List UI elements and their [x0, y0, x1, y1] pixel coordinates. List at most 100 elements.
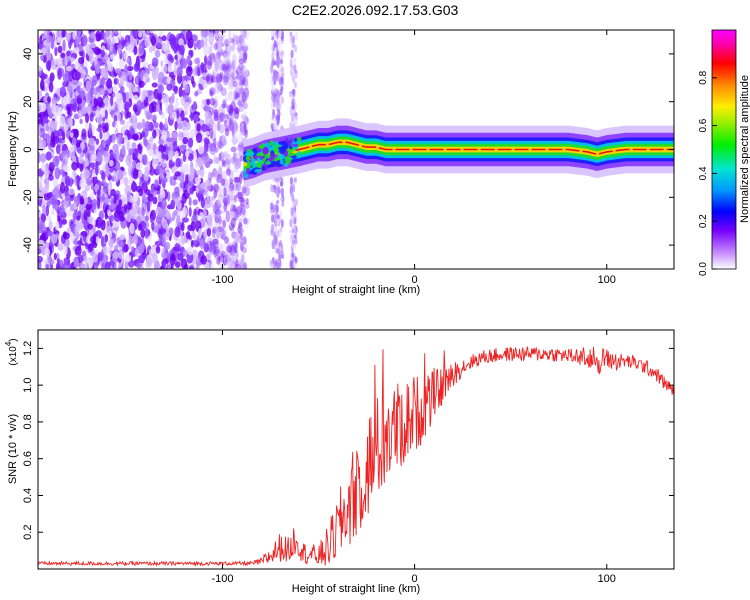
- noise-blob: [210, 149, 216, 156]
- noise-blob: [49, 120, 57, 129]
- noise-blob: [213, 156, 219, 165]
- noise-blob: [236, 35, 242, 47]
- noise-blob: [224, 236, 230, 244]
- noise-blob: [44, 82, 49, 93]
- noise-blob: [118, 30, 122, 41]
- noise-blob: [217, 33, 222, 45]
- noise-blob: [196, 156, 204, 168]
- noise-blob: [221, 170, 227, 182]
- noise-blob: [188, 153, 194, 162]
- noise-blob: [222, 64, 228, 73]
- noise-blob: [160, 186, 164, 196]
- noise-blob: [223, 39, 230, 47]
- noise-blob: [42, 204, 46, 215]
- streak-blob: [290, 260, 293, 269]
- noise-blob: [117, 169, 124, 181]
- noise-blob: [238, 150, 244, 157]
- noise-blob: [221, 215, 226, 227]
- noise-blob: [161, 234, 166, 246]
- noise-blob: [240, 197, 245, 207]
- noise-blob: [63, 257, 71, 266]
- noise-blob: [223, 150, 228, 161]
- noise-blob: [118, 251, 123, 260]
- noise-blob: [93, 56, 98, 66]
- noise-blob: [217, 226, 224, 233]
- noise-blob: [212, 228, 216, 239]
- noise-blob: [175, 261, 181, 269]
- noise-blob: [69, 262, 74, 269]
- noise-blob: [207, 220, 213, 229]
- y-tick-label: 40: [22, 48, 34, 60]
- noise-blob: [227, 79, 232, 90]
- noise-blob: [44, 117, 49, 124]
- noise-blob: [95, 30, 102, 42]
- noise-blob: [72, 137, 77, 146]
- noise-blob: [220, 34, 225, 40]
- streak-blob: [293, 57, 297, 64]
- noise-blob: [149, 102, 155, 114]
- noise-blob: [156, 42, 161, 49]
- noise-blob: [210, 122, 217, 133]
- noise-blob: [59, 259, 64, 267]
- noise-blob: [118, 199, 123, 206]
- noise-blob: [118, 210, 124, 219]
- noise-blob: [237, 98, 245, 108]
- noise-blob: [90, 235, 97, 244]
- noise-blob: [217, 42, 222, 51]
- noise-blob: [241, 113, 246, 120]
- noise-blob: [61, 131, 66, 141]
- noise-blob: [120, 86, 125, 93]
- noise-blob: [141, 118, 146, 130]
- noise-blob: [217, 105, 223, 116]
- noise-blob: [40, 212, 47, 223]
- noise-blob: [56, 258, 61, 264]
- noise-blob: [144, 166, 149, 173]
- noise-blob: [222, 97, 227, 104]
- noise-blob: [145, 259, 153, 267]
- noise-blob: [232, 136, 236, 146]
- streak-blob: [277, 56, 281, 62]
- streak-blob: [293, 177, 297, 183]
- snr-x-label: Height of straight line (km): [292, 583, 420, 595]
- noise-blob: [217, 59, 225, 71]
- noise-blob: [178, 44, 185, 56]
- noise-blob: [228, 104, 234, 114]
- noise-blob: [45, 205, 50, 217]
- noise-blob: [231, 262, 237, 269]
- noise-blob: [238, 217, 243, 226]
- noise-blob: [123, 176, 129, 186]
- colorbar-tick-label: 0.8: [698, 70, 709, 84]
- noise-blob: [51, 135, 56, 146]
- noise-blob: [230, 156, 236, 165]
- noise-blob: [144, 36, 151, 48]
- noise-blob: [221, 200, 226, 209]
- noise-blob: [160, 176, 168, 184]
- noise-blob: [218, 42, 225, 48]
- early-blob: [271, 156, 275, 160]
- noise-blob: [138, 42, 144, 55]
- streak-blob: [280, 219, 284, 228]
- noise-blob: [208, 53, 215, 61]
- noise-blob: [102, 132, 109, 141]
- noise-blob: [50, 40, 55, 50]
- noise-blob: [99, 131, 103, 140]
- noise-blob: [233, 90, 239, 99]
- noise-blob: [96, 127, 103, 133]
- noise-blob: [220, 178, 226, 186]
- y-tick-label: 0.2: [22, 525, 34, 540]
- noise-blob: [211, 248, 216, 254]
- noise-blob: [229, 184, 237, 195]
- streak-blob: [290, 114, 294, 123]
- noise-blob: [155, 245, 161, 254]
- noise-blob: [242, 52, 247, 64]
- noise-blob: [81, 34, 88, 47]
- noise-blob: [220, 87, 227, 97]
- noise-blob: [134, 248, 140, 258]
- noise-blob: [230, 198, 235, 204]
- streak-blob: [291, 233, 294, 240]
- streak-blob: [276, 118, 280, 126]
- noise-blob: [154, 49, 161, 58]
- noise-blob: [38, 151, 41, 163]
- noise-blob: [177, 252, 184, 261]
- noise-blob: [162, 93, 169, 103]
